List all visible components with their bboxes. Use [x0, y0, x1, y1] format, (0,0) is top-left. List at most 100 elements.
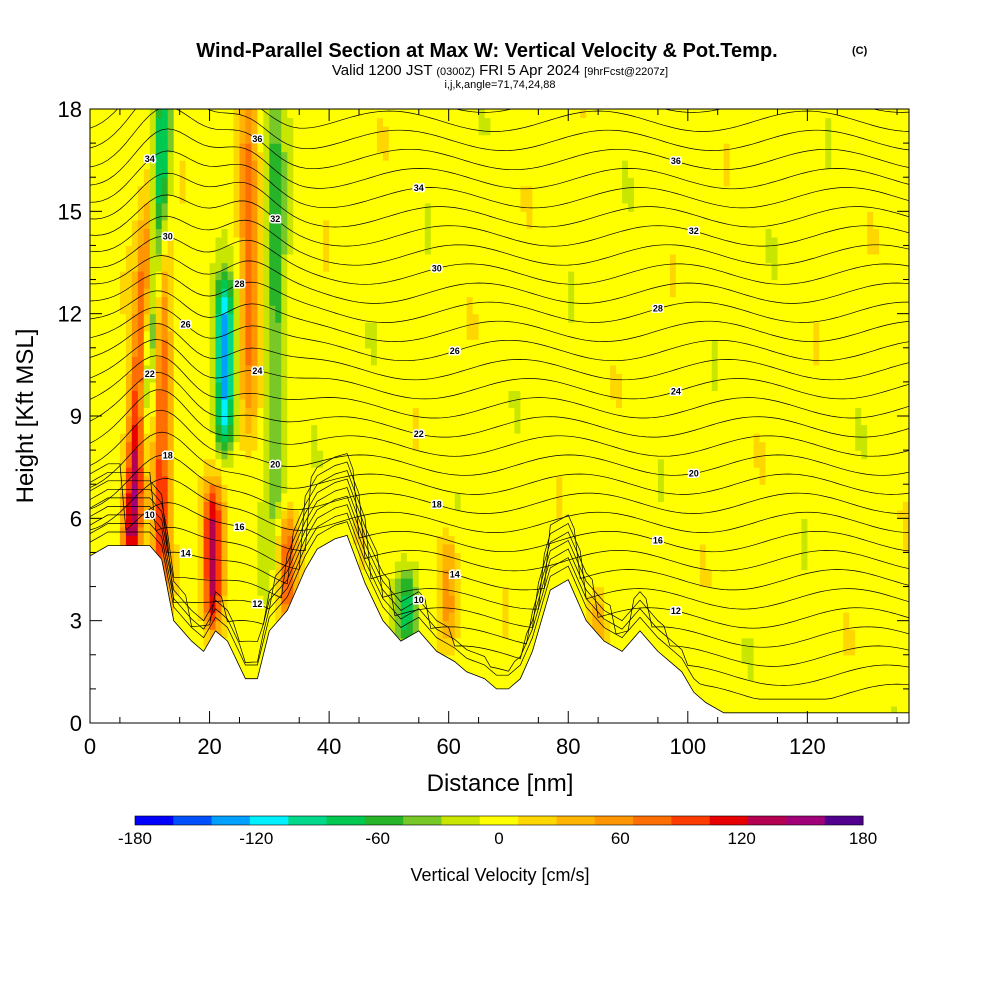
- w-cell: [406, 458, 414, 468]
- w-cell: [442, 595, 450, 605]
- w-cell: [394, 620, 402, 630]
- w-cell: [269, 126, 276, 136]
- w-cell: [209, 109, 217, 119]
- w-cell: [418, 475, 426, 485]
- w-cell: [227, 416, 235, 426]
- w-cell: [472, 168, 480, 178]
- w-cell: [412, 458, 420, 468]
- w-cell: [341, 271, 348, 281]
- w-cell: [311, 356, 318, 366]
- w-cell: [179, 245, 187, 255]
- w-cell: [436, 143, 444, 153]
- w-cell: [490, 458, 498, 468]
- w-cell: [436, 160, 444, 170]
- w-cell: [131, 194, 139, 204]
- w-cell: [221, 160, 229, 170]
- w-cell: [335, 458, 342, 468]
- w-cell: [197, 637, 205, 647]
- w-cell: [287, 373, 294, 383]
- w-cell: [119, 168, 127, 178]
- w-cell: [102, 501, 109, 511]
- w-cell: [203, 433, 211, 443]
- w-cell: [173, 339, 181, 349]
- w-cell: [227, 569, 235, 579]
- w-cell: [191, 126, 199, 136]
- w-cell: [125, 322, 133, 332]
- w-cell: [317, 424, 324, 434]
- w-cell: [239, 177, 247, 187]
- w-cell: [233, 339, 241, 349]
- w-cell: [131, 450, 139, 460]
- w-cell: [96, 296, 103, 306]
- w-cell: [197, 160, 205, 170]
- w-cell: [257, 117, 264, 127]
- w-cell: [460, 271, 468, 281]
- w-cell: [149, 458, 157, 468]
- w-cell: [430, 194, 438, 204]
- w-cell: [113, 407, 121, 417]
- w-cell: [412, 177, 420, 187]
- w-cell: [359, 194, 366, 204]
- w-cell: [179, 339, 187, 349]
- w-cell: [107, 134, 115, 144]
- w-cell: [484, 569, 492, 579]
- w-cell: [102, 160, 109, 170]
- w-cell: [394, 492, 402, 502]
- w-cell: [341, 168, 348, 178]
- w-cell: [96, 407, 103, 417]
- w-cell: [436, 509, 444, 519]
- w-cell: [359, 134, 366, 144]
- w-cell: [239, 535, 247, 545]
- w-cell: [353, 151, 360, 161]
- w-cell: [173, 322, 181, 332]
- w-cell: [191, 279, 199, 289]
- w-cell: [371, 535, 378, 545]
- w-cell: [263, 245, 270, 255]
- w-cell: [161, 373, 169, 383]
- w-cell: [119, 467, 127, 477]
- w-cell: [329, 424, 336, 434]
- w-cell: [263, 373, 270, 383]
- w-cell: [149, 126, 157, 136]
- w-cell: [215, 518, 223, 528]
- w-cell: [359, 296, 366, 306]
- w-cell: [454, 364, 462, 374]
- w-cell: [436, 117, 444, 127]
- w-cell: [191, 177, 199, 187]
- w-cell: [400, 177, 408, 187]
- w-cell: [442, 543, 450, 554]
- w-cell: [197, 407, 205, 417]
- w-cell: [436, 245, 444, 255]
- w-cell: [472, 458, 480, 468]
- w-cell: [365, 390, 372, 400]
- w-cell: [90, 134, 97, 144]
- w-cell: [179, 424, 187, 434]
- w-cell: [466, 296, 474, 306]
- w-cell: [436, 254, 444, 264]
- w-cell: [353, 313, 360, 323]
- w-cell: [400, 433, 408, 443]
- w-cell: [412, 330, 420, 340]
- w-cell: [90, 228, 97, 238]
- w-cell: [353, 407, 360, 417]
- w-cell: [221, 595, 229, 605]
- w-cell: [311, 441, 318, 451]
- w-cell: [502, 543, 510, 554]
- w-cell: [257, 126, 264, 136]
- w-cell: [287, 569, 294, 579]
- w-cell: [263, 501, 270, 511]
- w-cell: [209, 492, 217, 502]
- w-cell: [460, 381, 468, 392]
- w-cell: [131, 236, 139, 247]
- w-cell: [424, 279, 432, 289]
- w-cell: [448, 467, 456, 477]
- w-cell: [143, 458, 151, 468]
- w-cell: [233, 552, 241, 562]
- w-cell: [388, 313, 396, 323]
- w-cell: [90, 347, 97, 357]
- w-cell: [454, 185, 462, 195]
- w-cell: [394, 126, 402, 136]
- w-cell: [382, 458, 390, 468]
- w-cell: [448, 629, 456, 639]
